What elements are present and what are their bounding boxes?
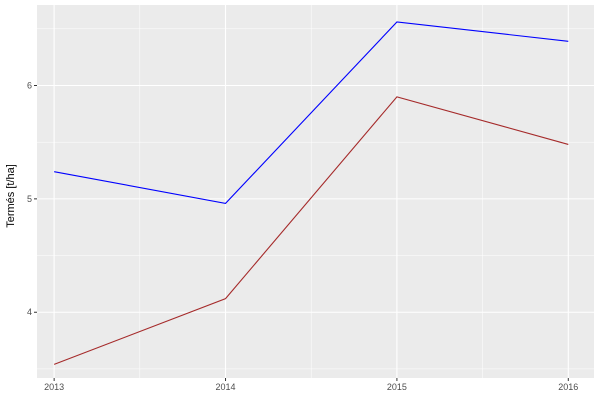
series-line-2 bbox=[53, 96, 569, 365]
y-axis-label: Termés [t/ha] bbox=[5, 164, 17, 228]
y-tick-label: 6 bbox=[27, 80, 32, 90]
x-tick-label: 2015 bbox=[387, 382, 407, 392]
series-lines bbox=[53, 21, 569, 365]
axes: 2013 2014 2015 2016 4 5 6 bbox=[27, 80, 578, 392]
x-tick-label: 2014 bbox=[216, 382, 236, 392]
plot-panel bbox=[37, 5, 594, 378]
grid-lines bbox=[37, 5, 594, 378]
x-tick-label: 2016 bbox=[558, 382, 578, 392]
y-tick-label: 4 bbox=[27, 307, 32, 317]
y-tick-label: 5 bbox=[27, 194, 32, 204]
x-tick-label: 2013 bbox=[44, 382, 64, 392]
series-line-1 bbox=[54, 21, 569, 204]
